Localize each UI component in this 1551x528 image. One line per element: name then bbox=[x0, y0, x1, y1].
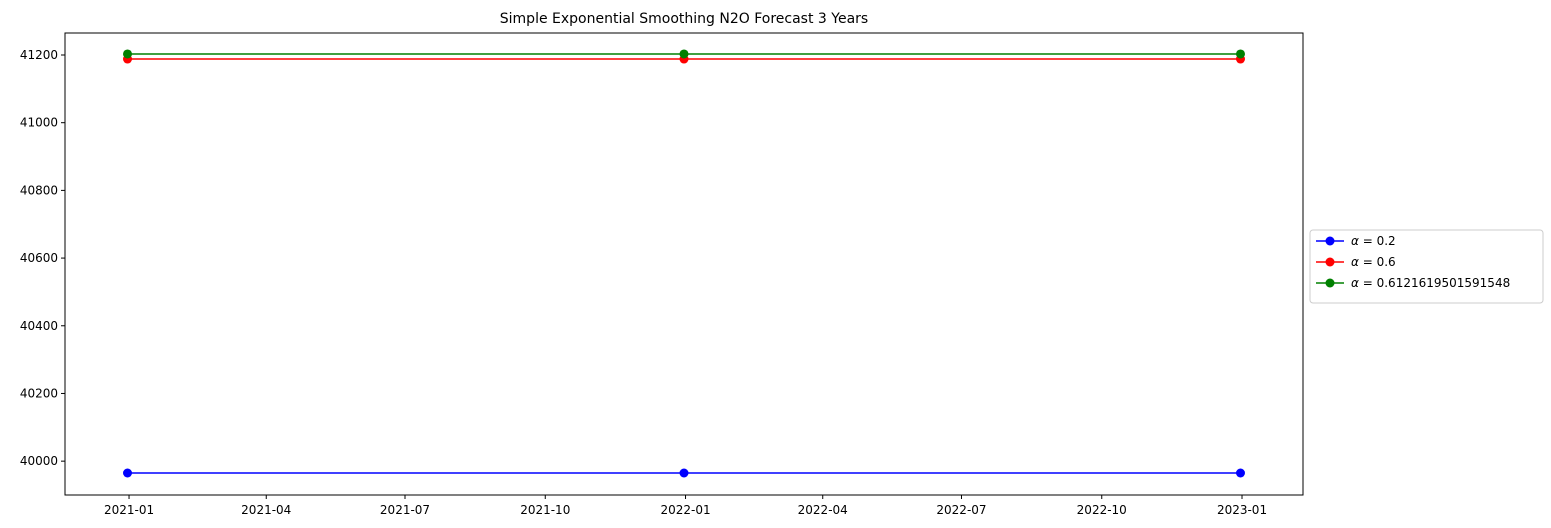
x-tick-label: 2021-07 bbox=[380, 503, 430, 517]
x-tick-label: 2022-10 bbox=[1077, 503, 1127, 517]
legend-label: α = 0.2 bbox=[1351, 234, 1396, 248]
x-tick-label: 2023-01 bbox=[1217, 503, 1267, 517]
x-tick-label: 2022-01 bbox=[660, 503, 710, 517]
x-tick-label: 2021-10 bbox=[520, 503, 570, 517]
y-tick-label: 40600 bbox=[20, 251, 58, 265]
chart-title: Simple Exponential Smoothing N2O Forecas… bbox=[500, 11, 868, 27]
legend-marker-0 bbox=[1325, 236, 1335, 246]
y-tick-label: 40400 bbox=[20, 319, 58, 333]
series-point-2-1 bbox=[679, 49, 689, 59]
y-tick-label: 41200 bbox=[20, 48, 58, 62]
legend-label: α = 0.6 bbox=[1351, 255, 1396, 269]
series-point-2-2 bbox=[1235, 49, 1245, 59]
y-tick-label: 40200 bbox=[20, 386, 58, 400]
legend-label: α = 0.6121619501591548 bbox=[1351, 276, 1510, 290]
series-point-0-2 bbox=[1235, 468, 1245, 478]
series-point-2-0 bbox=[123, 49, 133, 59]
x-tick-label: 2021-04 bbox=[241, 503, 291, 517]
series-point-0-0 bbox=[123, 468, 133, 478]
y-tick-label: 40800 bbox=[20, 183, 58, 197]
x-tick-label: 2021-01 bbox=[104, 503, 154, 517]
x-tick-label: 2022-04 bbox=[798, 503, 848, 517]
legend-box bbox=[1309, 229, 1544, 304]
x-tick-label: 2022-07 bbox=[936, 503, 986, 517]
legend-marker-2 bbox=[1325, 278, 1335, 288]
legend: α = 0.2 α = 0.6 α = 0.6121619501591548 bbox=[1309, 229, 1544, 304]
axes-frame bbox=[64, 32, 1304, 496]
y-tick-label: 40000 bbox=[20, 454, 58, 468]
y-tick-label: 41000 bbox=[20, 116, 58, 130]
series-point-0-1 bbox=[679, 468, 689, 478]
legend-marker-1 bbox=[1325, 257, 1335, 267]
plot-area: 2021-01 2021-04 2021-07 2021-10 2022-01 2022-… bbox=[20, 32, 1304, 517]
